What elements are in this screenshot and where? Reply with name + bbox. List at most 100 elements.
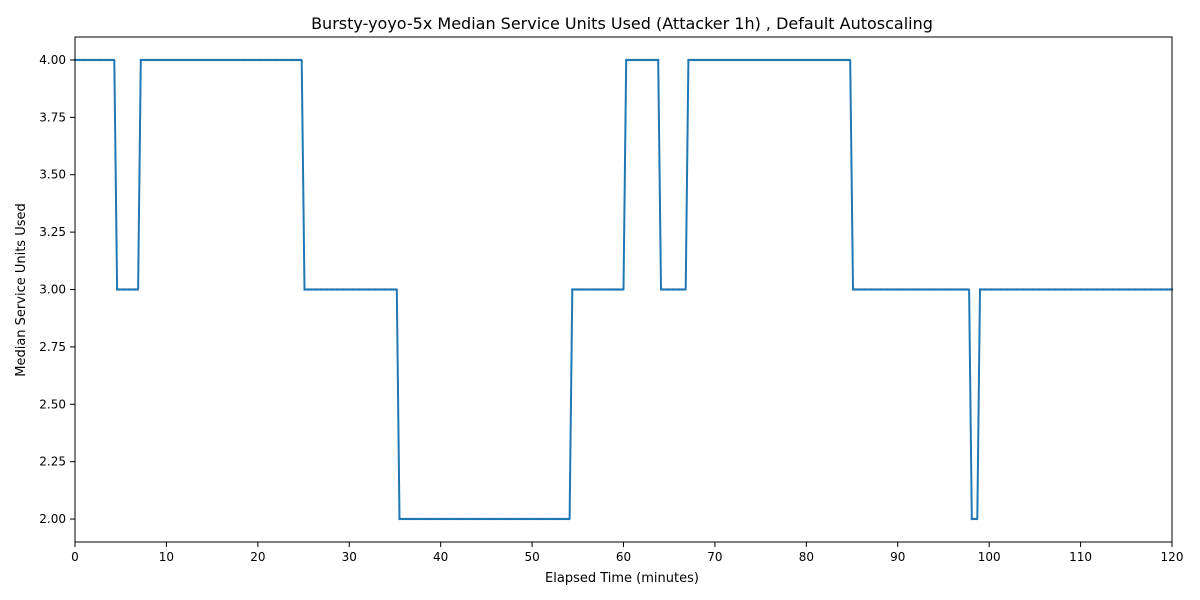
data-point [1159, 288, 1162, 291]
data-point [952, 288, 955, 291]
data-point [328, 288, 331, 291]
data-point [212, 58, 216, 62]
data-point [462, 517, 465, 521]
data-point [494, 517, 497, 521]
data-point [1026, 288, 1030, 291]
x-axis-label: Elapsed Time (minutes) [545, 571, 699, 586]
data-point [439, 517, 442, 521]
data-point [1013, 288, 1016, 291]
data-point [528, 517, 531, 521]
data-point [997, 288, 1000, 291]
data-point [1095, 288, 1098, 291]
data-point [89, 58, 93, 62]
data-point [698, 58, 701, 62]
data-point [634, 58, 637, 62]
data-point [929, 288, 932, 291]
data-point [934, 288, 937, 291]
data-point [292, 58, 296, 62]
data-point [580, 288, 583, 291]
x-tick-label: 110 [1069, 550, 1092, 564]
data-point [416, 517, 419, 521]
data-point [966, 288, 969, 291]
data-point [694, 58, 697, 62]
data-point [450, 517, 454, 521]
data-point [392, 288, 395, 291]
data-point [1131, 288, 1135, 291]
data-point [808, 58, 811, 62]
data-point [874, 288, 877, 291]
data-point [283, 58, 286, 62]
data-point [794, 58, 797, 62]
data-point [776, 58, 779, 62]
data-point [627, 58, 630, 62]
data-point [260, 58, 264, 62]
data-point [108, 58, 111, 62]
data-point [400, 517, 403, 521]
data-point [281, 58, 284, 62]
data-point [242, 58, 245, 62]
data-point [1088, 288, 1091, 291]
data-point [931, 288, 935, 291]
data-point [189, 58, 193, 62]
data-point [863, 288, 866, 291]
data-point [1006, 288, 1009, 291]
data-point [1109, 288, 1112, 291]
y-tick-label: 2.00 [39, 512, 66, 526]
data-point [746, 58, 749, 62]
data-point [796, 58, 800, 62]
data-point [103, 58, 106, 62]
data-point [988, 288, 991, 291]
data-point [571, 288, 574, 291]
data-point [92, 58, 95, 62]
data-point [1141, 288, 1144, 291]
data-point [512, 517, 515, 521]
data-point [360, 288, 363, 291]
data-point [162, 58, 165, 62]
data-point [716, 58, 720, 62]
data-point [498, 517, 502, 521]
data-point [892, 288, 896, 291]
data-point [265, 58, 268, 62]
data-point [755, 58, 759, 62]
data-point [288, 58, 291, 62]
data-point [1054, 288, 1057, 291]
data-point [129, 288, 132, 291]
data-point [1065, 288, 1069, 291]
data-point [778, 58, 781, 62]
data-point [780, 58, 784, 62]
data-point [879, 288, 882, 291]
data-point [1047, 288, 1050, 291]
data-point [1104, 288, 1107, 291]
data-point [927, 288, 930, 291]
data-point [533, 517, 536, 521]
data-point [1154, 288, 1158, 291]
data-point [1008, 288, 1011, 291]
data-point [167, 58, 170, 62]
data-point [936, 288, 939, 291]
data-point [587, 288, 590, 291]
data-point [662, 288, 665, 291]
y-axis-label: Median Service Units Used [14, 203, 29, 377]
data-point [1070, 288, 1073, 291]
data-point [732, 58, 736, 62]
data-point [565, 517, 568, 521]
data-point [425, 517, 429, 521]
data-point [215, 58, 218, 62]
data-point [267, 58, 270, 62]
data-point [671, 288, 674, 291]
x-tick-label: 10 [159, 550, 174, 564]
data-point [1100, 288, 1103, 291]
data-point [598, 288, 601, 291]
data-point [1143, 288, 1146, 291]
data-point [444, 517, 447, 521]
data-point [678, 288, 681, 291]
data-point [285, 58, 289, 62]
data-point [148, 58, 152, 62]
data-point [645, 58, 648, 62]
data-point [448, 517, 451, 521]
data-point [349, 288, 352, 291]
data-point [1015, 288, 1018, 291]
data-point [947, 288, 951, 291]
x-tick-label: 100 [978, 550, 1001, 564]
